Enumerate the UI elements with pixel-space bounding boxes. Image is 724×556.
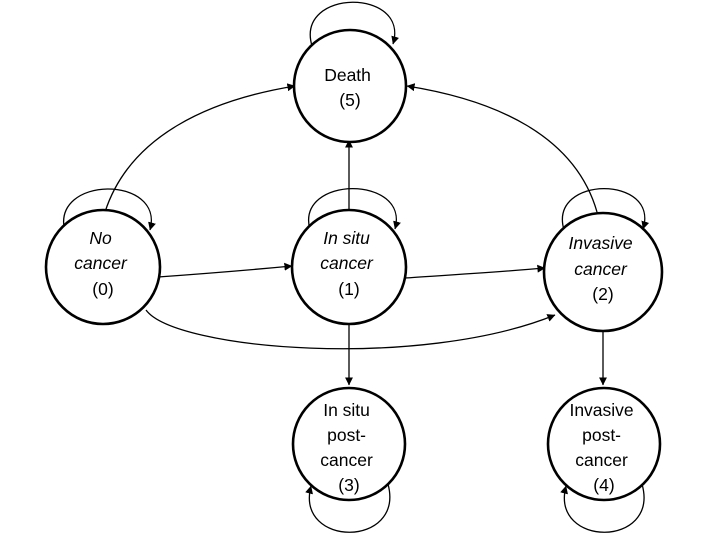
node-label-line: cancer — [74, 253, 128, 273]
self-loops — [63, 1, 650, 533]
self-loop-invasive — [561, 187, 650, 231]
node-label-line: (1) — [338, 279, 359, 299]
node-label-line: No — [89, 228, 112, 248]
self-loop-in-situ-post — [305, 483, 391, 533]
self-loop-death — [309, 1, 400, 47]
node-label-line: (3) — [338, 475, 359, 495]
svg-text:Death (5): Death (5) — [324, 65, 376, 110]
node-label-line: (2) — [592, 284, 613, 304]
self-loop-invasive-post — [560, 483, 645, 533]
node-label-line: (0) — [92, 279, 113, 299]
node-label-line: post- — [582, 425, 621, 445]
node-label-line: (4) — [593, 475, 614, 495]
node-label-line: In situ — [323, 400, 370, 420]
nodes: Death (5) No cancer (0) In situ cancer (… — [44, 28, 664, 502]
self-loop-in-situ — [308, 187, 401, 231]
node-label-line: Invasive — [568, 233, 632, 253]
node-label-line: cancer — [575, 450, 628, 470]
node-label-line: cancer — [320, 253, 374, 273]
svg-text:In situ cancer: In situ cancer (1) — [320, 228, 377, 299]
node-label-line: cancer — [574, 259, 628, 279]
edge-no-cancer-to-in-situ — [157, 262, 293, 278]
node-label-line: (5) — [339, 90, 360, 110]
self-loop-no-cancer — [63, 188, 156, 233]
state-no-cancer: No cancer (0) — [44, 208, 162, 326]
edge-no-cancer-to-invasive — [145, 309, 556, 350]
node-label-line: post- — [327, 425, 366, 445]
node-label-line: cancer — [320, 450, 373, 470]
state-death: Death (5) — [292, 28, 408, 144]
state-in-situ-cancer: In situ cancer (1) — [290, 208, 408, 326]
svg-text:In situ post-: In situ post- cancer (3) — [320, 400, 377, 495]
edges — [104, 83, 607, 386]
edge-in-situ-to-invasive — [404, 264, 546, 279]
node-label-line: In situ — [323, 228, 370, 248]
edge-invasive-to-death — [406, 83, 598, 213]
edge-no-cancer-to-death — [104, 83, 296, 213]
node-label-line: Invasive — [569, 400, 633, 420]
svg-text:Invasive post-: Invasive post- cancer (4) — [569, 400, 638, 495]
state-in-situ-post-cancer: In situ post- cancer (3) — [291, 386, 407, 502]
state-invasive-cancer: Invasive cancer (2) — [542, 211, 664, 333]
node-label-line: Death — [324, 65, 371, 85]
svg-text:No cancer (0): No cancer (0) — [74, 228, 131, 299]
svg-text:Invasive cancer: Invasive cancer (2) — [568, 233, 637, 304]
state-invasive-post-cancer: Invasive post- cancer (4) — [546, 386, 662, 502]
